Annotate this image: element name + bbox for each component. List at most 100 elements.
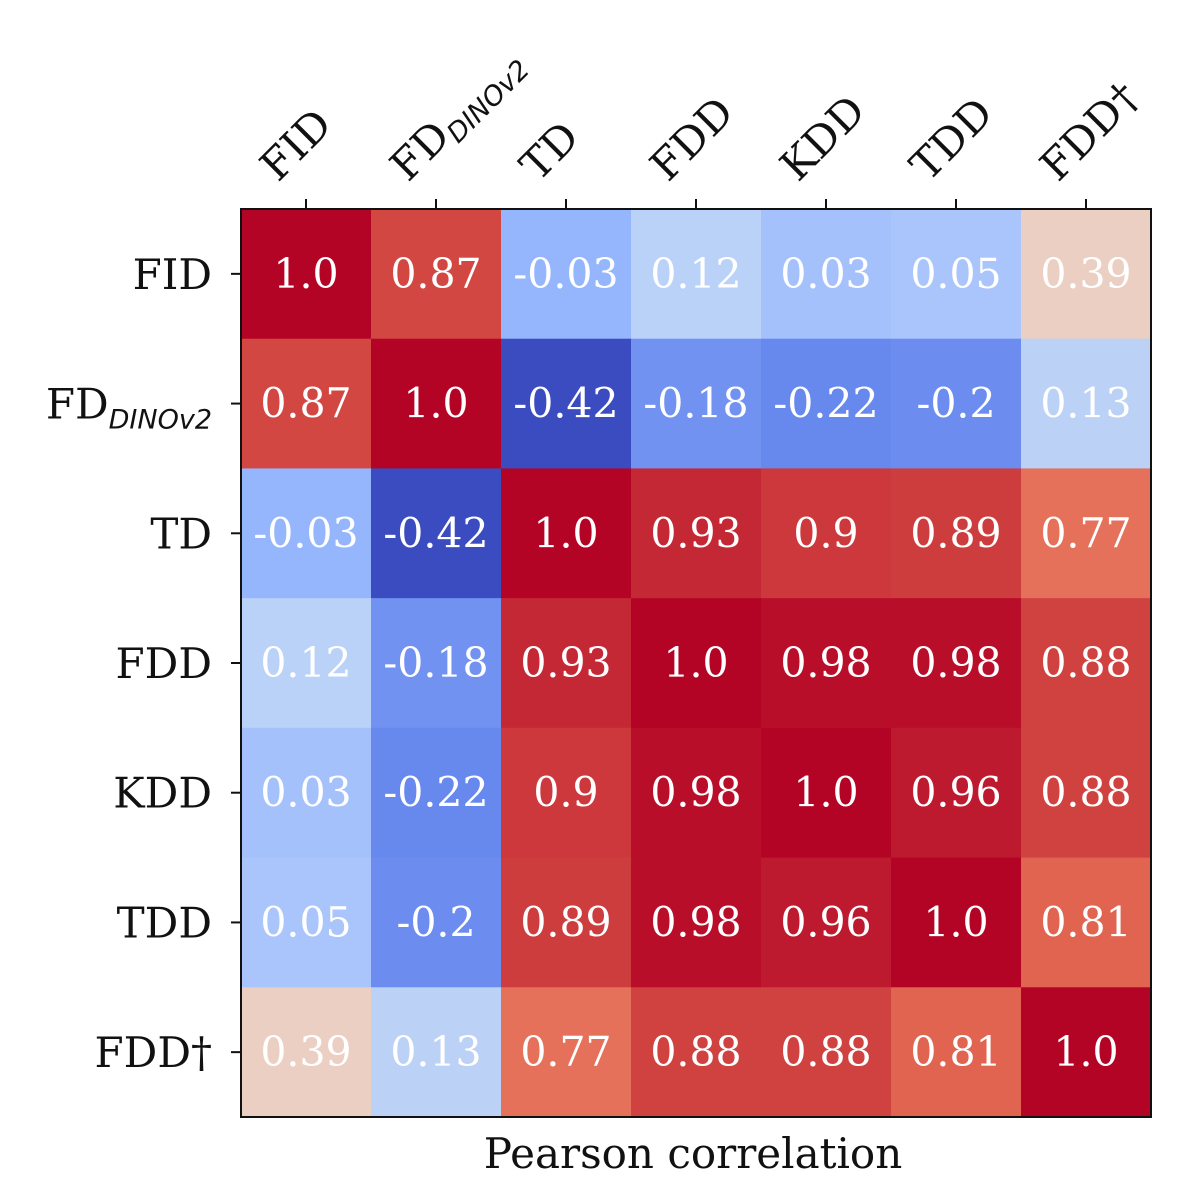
heatmap-cell — [501, 727, 632, 859]
cell-value-label: 0.81 — [1040, 898, 1131, 946]
cell-value-label: 0.88 — [780, 1028, 871, 1076]
y-tick-label: KDD — [113, 769, 212, 818]
cell-value-label: 0.87 — [390, 250, 481, 298]
cell-value-label: 0.03 — [780, 250, 871, 298]
cell-value-label: 0.88 — [650, 1028, 741, 1076]
cell-value-label: 0.89 — [910, 509, 1001, 557]
cell-value-label: 1.0 — [923, 898, 988, 946]
heatmap-cell — [1021, 209, 1152, 340]
cell-value-label: 0.39 — [260, 1028, 351, 1076]
x-tick-label: FDD† — [1030, 72, 1148, 190]
heatmap-cell — [761, 727, 892, 859]
heatmap-cell — [1021, 468, 1152, 599]
x-axis-label: Pearson correlation — [484, 1129, 903, 1178]
cell-value-label: 0.9 — [533, 769, 598, 817]
heatmap-cell — [1021, 857, 1152, 988]
cell-value-label: 0.77 — [520, 1028, 611, 1076]
heatmap-cell — [241, 338, 372, 469]
cell-value-label: 0.88 — [1040, 639, 1131, 687]
heatmap-cell — [241, 987, 372, 1118]
heatmap-cell — [501, 857, 632, 988]
heatmap-cell — [891, 987, 1022, 1118]
heatmap-cell — [241, 727, 372, 859]
heatmap-cell — [891, 857, 1022, 988]
heatmap-cell — [891, 468, 1022, 599]
cell-value-label: 0.12 — [650, 250, 741, 298]
cell-value-label: -0.42 — [383, 509, 488, 557]
cell-value-label: 0.05 — [260, 898, 351, 946]
heatmap-cell — [761, 987, 892, 1118]
heatmap-cell — [631, 209, 762, 340]
cell-value-label: -0.18 — [643, 380, 748, 428]
x-tick-label: TD — [510, 112, 588, 190]
y-tick-label: FDD — [116, 639, 213, 688]
y-tick-label: FID — [133, 250, 212, 299]
y-tick-label: TDD — [117, 898, 212, 947]
cell-value-label: 0.77 — [1040, 509, 1131, 557]
heatmap-cell — [501, 209, 632, 340]
heatmap-cell — [631, 857, 762, 988]
heatmap-cell — [891, 598, 1022, 729]
y-tick-label: FDDINOv2 — [46, 380, 212, 436]
y-tick-label: FDD† — [95, 1028, 213, 1077]
x-tick-label: TDD — [900, 88, 1002, 190]
cell-value-label: 0.88 — [1040, 769, 1131, 817]
cell-value-label: 1.0 — [533, 509, 598, 557]
heatmap-cell — [891, 209, 1022, 340]
cell-value-label: 0.87 — [260, 380, 351, 428]
cell-value-label: 0.03 — [260, 769, 351, 817]
heatmap-cell — [1021, 987, 1152, 1118]
cell-value-label: 0.12 — [260, 639, 351, 687]
heatmap-cell — [891, 727, 1022, 859]
heatmap-cell — [371, 338, 502, 469]
heatmap-cell — [371, 857, 502, 988]
heatmap-cell — [631, 338, 762, 469]
cell-value-label: 0.93 — [520, 639, 611, 687]
heatmap-cell — [501, 338, 632, 469]
cell-value-label: 0.98 — [650, 769, 741, 817]
cell-value-label: 0.96 — [780, 898, 871, 946]
cell-value-label: 0.13 — [390, 1028, 481, 1076]
cell-value-label: 0.9 — [793, 509, 858, 557]
cell-value-label: -0.22 — [773, 380, 878, 428]
x-tick-label: FDDINOv2 — [380, 38, 536, 194]
cell-value-label: 0.98 — [910, 639, 1001, 687]
cell-value-label: 0.98 — [780, 639, 871, 687]
heatmap-cell — [891, 338, 1022, 469]
heatmap-cell — [371, 209, 502, 340]
cell-value-label: -0.03 — [513, 250, 618, 298]
heatmap-cell — [631, 598, 762, 729]
cell-value-label: 1.0 — [403, 380, 468, 428]
heatmap-cell — [761, 468, 892, 599]
heatmap-cell — [241, 468, 372, 599]
cell-value-label: 0.89 — [520, 898, 611, 946]
x-tick-label: FID — [250, 99, 341, 190]
cell-value-label: 0.39 — [1040, 250, 1131, 298]
heatmap-cell — [501, 468, 632, 599]
cell-value-label: -0.03 — [253, 509, 358, 557]
heatmap-cell — [1021, 598, 1152, 729]
x-tick-label: KDD — [770, 86, 874, 190]
cell-value-label: 0.05 — [910, 250, 1001, 298]
heatmap-cell — [371, 727, 502, 859]
heatmap-cell — [1021, 338, 1152, 469]
heatmap-cell — [501, 987, 632, 1118]
cell-value-label: -0.22 — [383, 769, 488, 817]
x-tick-label: FDD — [640, 87, 743, 190]
cell-value-label: 0.81 — [910, 1028, 1001, 1076]
cell-value-label: -0.2 — [396, 898, 475, 946]
heatmap-cell — [371, 987, 502, 1118]
heatmap-cell — [1021, 727, 1152, 859]
heatmap-cell — [761, 338, 892, 469]
heatmap-cell — [761, 209, 892, 340]
cell-value-label: 1.0 — [663, 639, 728, 687]
cell-value-label: 1.0 — [1053, 1028, 1118, 1076]
y-tick-label: TD — [150, 509, 212, 558]
heatmap-cell — [241, 209, 372, 340]
heatmap-cell — [761, 857, 892, 988]
heatmap-cell — [631, 468, 762, 599]
heatmap-cell — [501, 598, 632, 729]
heatmap-cell — [631, 727, 762, 859]
cell-value-label: 0.93 — [650, 509, 741, 557]
